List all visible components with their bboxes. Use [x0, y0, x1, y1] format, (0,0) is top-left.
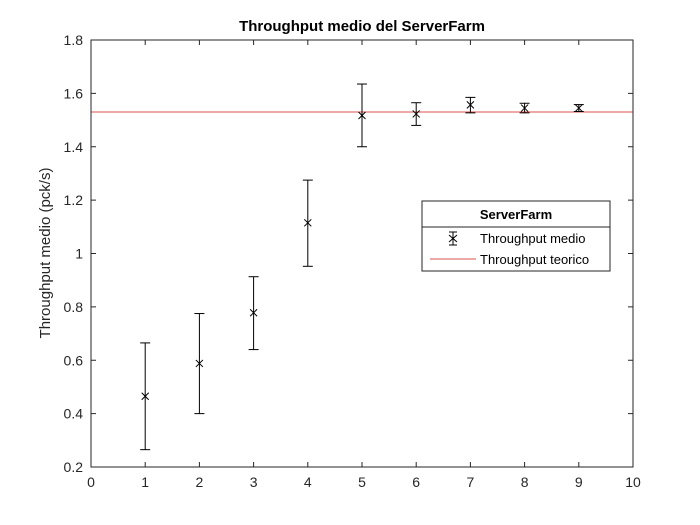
data-layer [91, 83, 633, 451]
y-tick-label-7: 1.6 [64, 85, 84, 101]
data-point-5 [357, 83, 367, 148]
marker-x-b-5 [358, 111, 366, 120]
marker-x-b-6 [412, 110, 421, 118]
data-point-4 [302, 179, 313, 267]
data-point-1 [140, 342, 151, 451]
x-tick-label-10: 10 [625, 474, 641, 490]
data-point-9 [573, 104, 584, 113]
marker-x-b-2 [195, 359, 204, 368]
x-tick-label-2: 2 [196, 474, 204, 490]
marker-x-b-1 [141, 392, 150, 401]
legend-entry-throughput-medio: Throughput medio [480, 231, 586, 246]
x-tick-label-1: 1 [141, 474, 149, 490]
marker-x-b-4 [303, 218, 312, 227]
data-point-3 [248, 276, 259, 351]
data-point-8 [519, 102, 530, 114]
y-tick-label-5: 1.2 [64, 192, 84, 208]
legend: ServerFarm Throughput medio Throughput t… [421, 200, 611, 272]
x-tick-label-8: 8 [521, 474, 529, 490]
y-tick-label-0: 0.2 [64, 459, 84, 475]
marker-x-b-7 [466, 100, 475, 109]
y-tick-label-6: 1.4 [64, 139, 84, 155]
chart-title: Throughput medio del ServerFarm [239, 18, 485, 35]
legend-marker-throughput-medio [448, 231, 458, 246]
x-tick-label-4: 4 [304, 474, 312, 490]
x-tick-label-3: 3 [250, 474, 258, 490]
y-tick-label-2: 0.6 [64, 352, 84, 368]
x-tick-label-9: 9 [575, 474, 583, 490]
legend-entry-throughput-teorico: Throughput teorico [480, 252, 589, 267]
legend-title: ServerFarm [480, 207, 552, 222]
axis-layer: 0 1 2 3 4 5 6 7 8 9 10 0.2 0.4 0.6 0.8 1 1.2 1.4 1.6 1.8 [64, 32, 641, 490]
y-tick-label-4: 1 [75, 246, 83, 262]
y-tick-label-8: 1.8 [64, 32, 84, 48]
data-point-6 [411, 102, 422, 126]
marker-x-b-8 [520, 104, 529, 112]
y-tick-label-3: 0.8 [64, 299, 84, 315]
data-point-2 [194, 313, 205, 415]
marker-x-b-9 [574, 104, 583, 112]
y-tick-label-1: 0.4 [64, 406, 84, 422]
marker-x-b-3 [249, 308, 258, 317]
x-tick-label-7: 7 [467, 474, 475, 490]
y-axis-label: Throughput medio (pck/s) [37, 168, 54, 339]
x-tick-label-0: 0 [87, 474, 95, 490]
data-point-7 [465, 96, 476, 114]
x-tick-label-5: 5 [358, 474, 366, 490]
x-tick-label-6: 6 [412, 474, 420, 490]
